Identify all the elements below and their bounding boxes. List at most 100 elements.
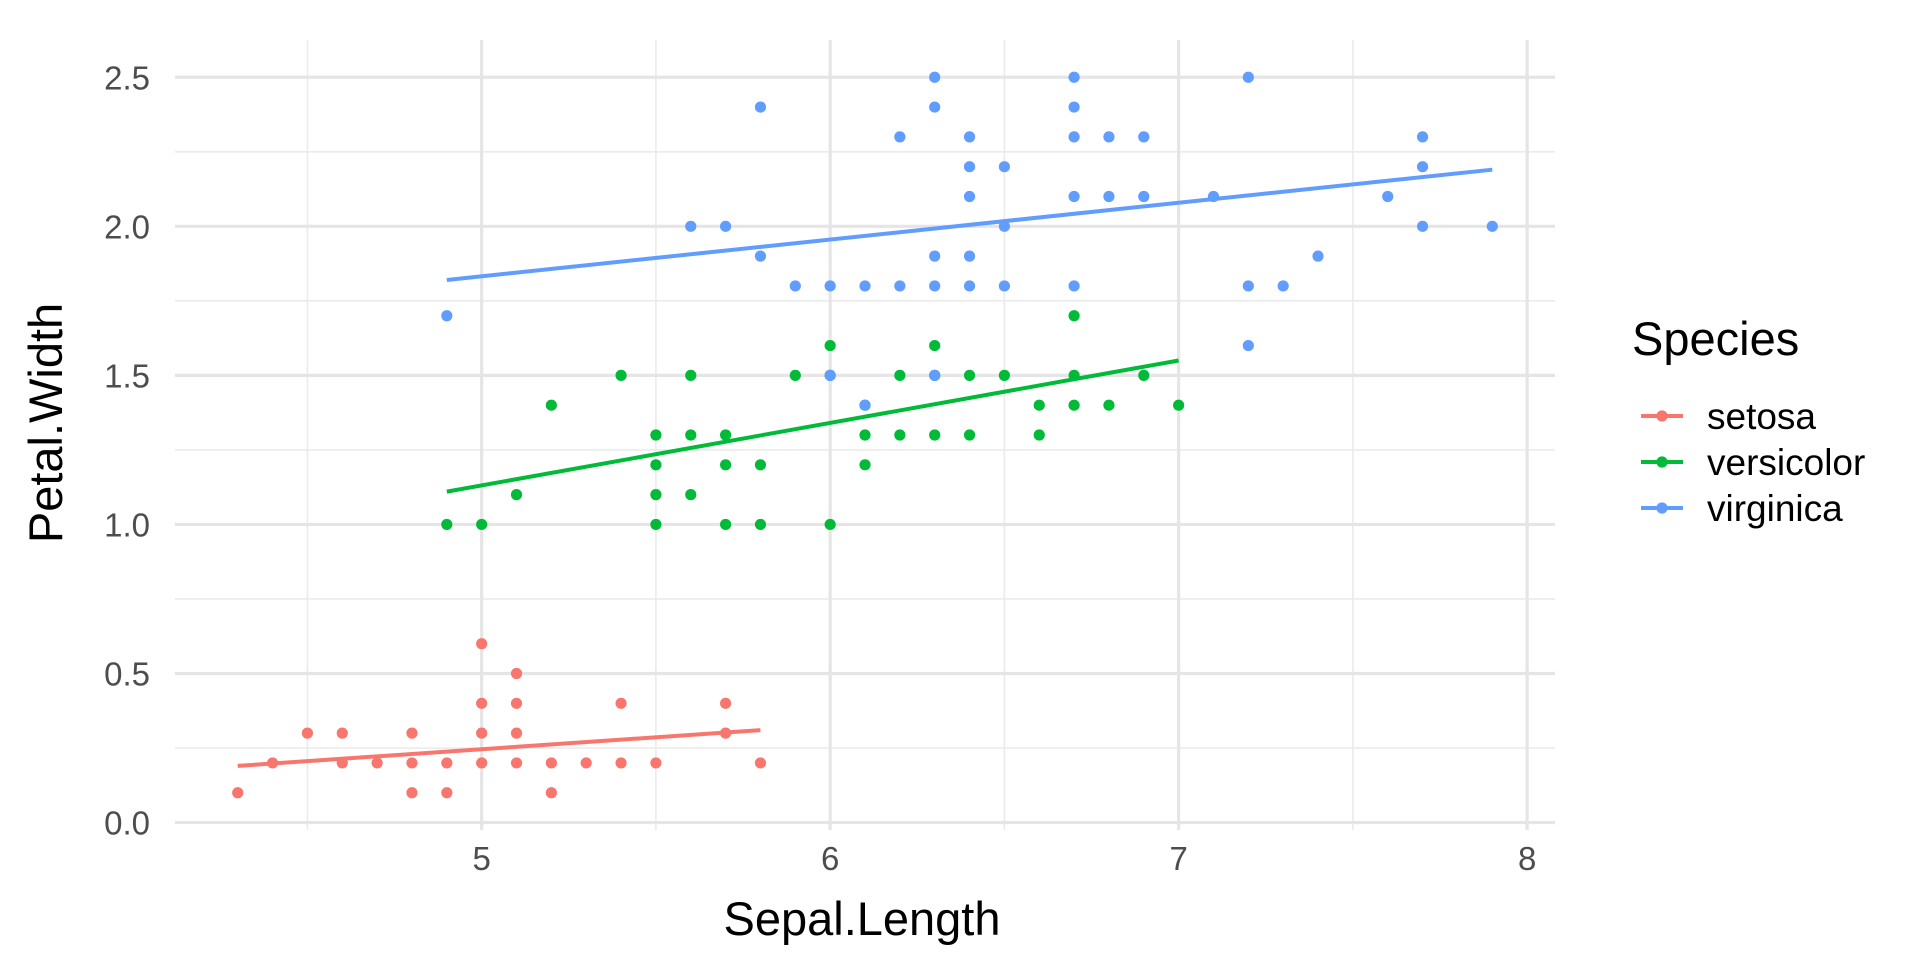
fit-line-versicolor: [446, 358, 1179, 494]
data-point-virginica: [1242, 339, 1254, 352]
data-point-setosa: [510, 727, 523, 739]
data-point-setosa: [510, 757, 523, 769]
data-point-versicolor: [894, 369, 906, 381]
data-point-virginica: [998, 280, 1010, 292]
data-point-virginica: [754, 101, 767, 113]
data-point-versicolor: [650, 429, 662, 441]
data-points: [232, 71, 1498, 799]
data-point-virginica: [1138, 131, 1150, 143]
data-point-setosa: [476, 638, 488, 650]
data-point-setosa: [720, 697, 732, 709]
data-point-setosa: [754, 757, 767, 769]
data-point-setosa: [336, 727, 348, 739]
legend: Species setosa versicolor virginica: [1632, 312, 1865, 529]
data-point-versicolor: [859, 429, 871, 441]
data-point-virginica: [1382, 190, 1394, 203]
data-point-setosa: [510, 697, 523, 709]
legend-key-point: [1656, 410, 1668, 422]
data-point-versicolor: [1103, 399, 1115, 411]
data-point-virginica: [929, 71, 941, 83]
data-point-virginica: [1416, 161, 1429, 173]
y-tick-label: 1.0: [104, 506, 150, 543]
data-point-versicolor: [545, 399, 557, 411]
data-point-versicolor: [1068, 310, 1080, 322]
data-point-versicolor: [441, 518, 453, 531]
x-tick-label: 6: [821, 840, 839, 877]
y-tick-label: 2.0: [104, 208, 150, 245]
x-tick-label: 7: [1169, 840, 1187, 877]
data-point-versicolor: [1033, 399, 1045, 411]
y-tick-label: 2.5: [104, 59, 150, 96]
legend-label: versicolor: [1707, 442, 1865, 483]
fit-lines: [237, 167, 1493, 768]
data-point-setosa: [650, 757, 662, 769]
data-point-setosa: [232, 787, 244, 799]
data-point-virginica: [929, 369, 941, 381]
data-point-versicolor: [1138, 369, 1150, 381]
data-point-versicolor: [963, 369, 976, 381]
tick-labels: 5 6 7 8 0.0 0.5 1.0 1.5 2.0 2.5: [104, 59, 1536, 877]
data-point-setosa: [476, 757, 488, 769]
data-point-versicolor: [720, 518, 732, 531]
data-point-setosa: [336, 757, 348, 769]
data-point-versicolor: [720, 459, 732, 471]
legend-label: virginica: [1707, 488, 1843, 529]
data-point-virginica: [1277, 280, 1289, 292]
data-point-versicolor: [754, 459, 767, 471]
data-point-virginica: [859, 399, 871, 411]
data-point-virginica: [1242, 280, 1254, 292]
data-point-virginica: [1242, 71, 1254, 83]
data-point-versicolor: [754, 518, 767, 531]
data-point-setosa: [476, 697, 488, 709]
data-point-virginica: [1068, 131, 1080, 143]
data-point-setosa: [720, 727, 732, 739]
data-point-versicolor: [650, 489, 662, 501]
data-point-versicolor: [685, 489, 697, 501]
data-point-setosa: [615, 757, 627, 769]
data-point-versicolor: [789, 369, 801, 381]
legend-items: setosa versicolor virginica: [1641, 396, 1865, 529]
x-tick-label: 8: [1518, 840, 1536, 877]
data-point-virginica: [1416, 131, 1429, 143]
data-point-setosa: [441, 787, 453, 799]
legend-label: setosa: [1707, 396, 1816, 437]
data-point-virginica: [998, 161, 1010, 173]
data-point-virginica: [1486, 220, 1498, 232]
data-point-virginica: [998, 220, 1010, 232]
data-point-virginica: [1416, 220, 1429, 232]
legend-item-virginica: virginica: [1641, 488, 1843, 529]
data-point-virginica: [824, 369, 836, 381]
data-point-versicolor: [824, 339, 836, 352]
grid: [175, 40, 1555, 830]
data-point-setosa: [580, 757, 592, 769]
data-point-versicolor: [1068, 369, 1080, 381]
data-point-virginica: [963, 131, 976, 143]
data-point-virginica: [929, 101, 941, 113]
data-point-versicolor: [720, 429, 732, 441]
data-point-setosa: [441, 757, 453, 769]
data-point-versicolor: [685, 429, 697, 441]
data-point-setosa: [615, 697, 627, 709]
data-point-virginica: [859, 280, 871, 292]
y-tick-label: 0.5: [104, 655, 150, 692]
data-point-setosa: [266, 757, 279, 769]
data-point-versicolor: [650, 459, 662, 471]
legend-item-setosa: setosa: [1641, 396, 1816, 437]
data-point-versicolor: [963, 429, 976, 441]
data-point-virginica: [963, 250, 976, 262]
data-point-setosa: [406, 757, 418, 769]
data-point-versicolor: [1173, 399, 1185, 411]
data-point-versicolor: [1068, 399, 1080, 411]
data-point-versicolor: [859, 459, 871, 471]
legend-key-point: [1656, 456, 1668, 468]
data-point-virginica: [789, 280, 801, 292]
data-point-virginica: [963, 190, 976, 203]
legend-item-versicolor: versicolor: [1641, 442, 1865, 483]
data-point-versicolor: [998, 369, 1010, 381]
data-point-setosa: [406, 787, 418, 799]
fit-line-virginica: [446, 167, 1493, 282]
data-point-virginica: [929, 250, 941, 262]
y-tick-label: 1.5: [104, 357, 150, 394]
